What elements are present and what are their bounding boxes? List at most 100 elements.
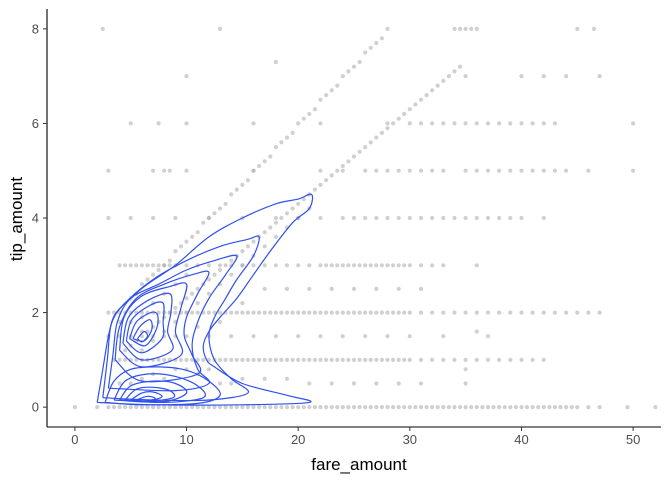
scatter-point [312, 357, 317, 362]
scatter-point [368, 140, 373, 145]
scatter-point [430, 357, 435, 362]
scatter-point [117, 405, 122, 410]
scatter-point [474, 405, 479, 410]
scatter-point [351, 286, 357, 291]
scatter-point [234, 310, 239, 315]
y-axis-ticks: 0 2 4 6 8 [32, 21, 47, 415]
scatter-point [307, 357, 312, 362]
scatter-point [184, 74, 189, 79]
scatter-point [217, 319, 223, 325]
scatter-point [307, 381, 312, 386]
scatter-point [402, 357, 407, 362]
scatter-point [575, 405, 580, 410]
density-contour-line [125, 301, 165, 354]
scatter-point [508, 168, 513, 173]
scatter-point [290, 310, 295, 315]
scatter-point [301, 116, 306, 121]
scatter-point [346, 310, 351, 315]
scatter-point [284, 211, 290, 216]
scatter-point [463, 74, 468, 79]
scatter-point [340, 74, 345, 79]
scatter-point [335, 263, 340, 268]
scatter-point [190, 357, 195, 362]
scatter-point [206, 215, 211, 221]
scatter-point [335, 168, 340, 173]
scatter-point [575, 26, 580, 31]
scatter-point [206, 291, 211, 296]
axes-layer: 0 10 20 30 40 50 0 2 4 6 8 [32, 9, 661, 447]
scatter-point [279, 215, 284, 221]
scatter-point [240, 249, 245, 254]
scatter-point [497, 405, 502, 410]
scatter-point [469, 405, 474, 410]
scatter-point [324, 93, 329, 98]
scatter-point [284, 263, 290, 268]
scatter-point [519, 74, 524, 79]
scatter-point [441, 334, 446, 339]
scatter-point [402, 111, 407, 117]
scatter-point [340, 334, 345, 339]
scatter-point [251, 168, 256, 173]
scatter-point [564, 168, 569, 173]
scatter-point [552, 168, 558, 173]
scatter-point [240, 263, 245, 268]
scatter-point [284, 357, 290, 362]
scatter-point [245, 178, 250, 183]
scatter-point [123, 348, 128, 353]
scatter-point [385, 334, 390, 339]
scatter-point [318, 405, 323, 410]
scatter-point [162, 168, 167, 173]
scatter-point [156, 267, 161, 273]
scatter-points-layer [72, 26, 658, 410]
scatter-point [519, 121, 524, 126]
x-tick-label: 10 [179, 432, 193, 447]
scatter-point [346, 263, 351, 268]
scatter-point [318, 310, 323, 315]
scatter-point [296, 263, 301, 268]
scatter-point [284, 310, 290, 315]
scatter-point [234, 187, 239, 192]
scatter-point [552, 405, 558, 410]
scatter-point [123, 263, 128, 268]
scatter-point [195, 310, 200, 315]
scatter-point [396, 286, 401, 291]
scatter-point [212, 310, 217, 315]
scatter-point [139, 376, 144, 381]
scatter-point [139, 405, 144, 410]
scatter-point [273, 357, 278, 362]
density-contour-line [119, 380, 188, 403]
scatter-point [195, 405, 200, 410]
scatter-point [558, 405, 563, 410]
scatter-point [430, 405, 435, 410]
scatter-point [128, 381, 133, 386]
scatter-point [418, 168, 424, 173]
scatter-point [418, 310, 424, 315]
scatter-point [106, 310, 111, 315]
scatter-point [217, 263, 223, 268]
scatter-point [340, 215, 345, 221]
scatter-point [262, 357, 267, 362]
scatter-point [586, 310, 591, 315]
scatter-point [206, 367, 211, 372]
scatter-point [469, 26, 474, 31]
scatter-point [413, 405, 418, 410]
scatter-point [229, 310, 234, 315]
scatter-point [296, 201, 301, 206]
scatter-point [318, 168, 323, 173]
scatter-point [374, 168, 379, 173]
scatter-point [463, 215, 468, 221]
x-tick-label: 20 [291, 432, 305, 447]
scatter-point [284, 376, 290, 381]
scatter-point [307, 286, 312, 291]
scatter-point [418, 286, 424, 291]
scatter-point [284, 405, 290, 410]
scatter-point [296, 357, 301, 362]
scatter-point [190, 310, 195, 315]
scatter-point [229, 381, 234, 386]
scatter-point [424, 93, 429, 98]
scatter-point [178, 244, 184, 249]
scatter-point [262, 159, 267, 164]
scatter-point [145, 263, 150, 268]
scatter-point [564, 74, 569, 79]
scatter-point [363, 168, 368, 173]
